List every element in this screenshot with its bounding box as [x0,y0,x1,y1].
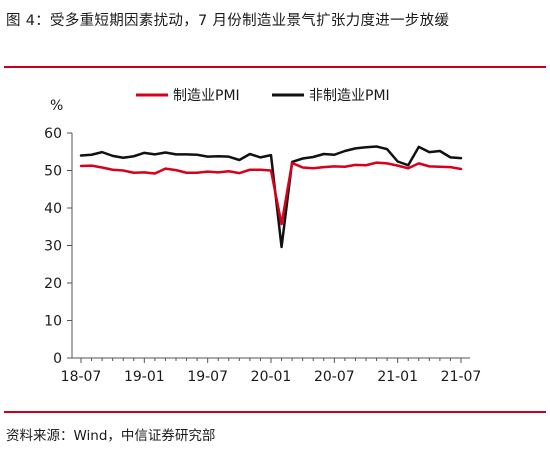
series-layer [79,145,463,249]
y-tick-label: 30 [44,239,62,255]
chart-title: 图 4：受多重短期因素扰动，7 月份制造业景气扩张力度进一步放缓 [6,13,450,29]
x-tick-label: 21-01 [377,369,418,385]
y-tick-label: 60 [44,126,62,142]
x-tick-label: 19-01 [124,369,165,385]
source-divider [4,411,546,413]
series-line-manufacturing-pmi [79,161,463,226]
x-tick-label: 18-07 [61,369,102,385]
y-tick-label: 0 [53,351,62,367]
x-tick-label: 19-07 [187,369,228,385]
y-tick-label: 40 [44,201,62,217]
title-divider [4,66,546,68]
y-axis-unit-label: % [50,98,63,114]
x-tick-label: 20-07 [314,369,355,385]
line-chart: 制造业PMI 非制造业PMI % 0 10 20 30 40 50 60 18-07 19-01… [44,88,481,385]
x-tick-label: 21-07 [441,369,482,385]
legend-label-non-manufacturing: 非制造业PMI [309,88,390,104]
source-note: 资料来源：Wind，中信证券研究部 [6,428,216,444]
series-line-non-manufacturing-pmi [79,145,463,249]
legend: 制造业PMI 非制造业PMI [136,88,390,104]
y-tick-label: 50 [44,164,62,180]
y-tick-label: 20 [44,276,62,292]
axes: 0 10 20 30 40 50 60 18-07 19-01 19-07 20-01 20-07 21… [44,126,481,385]
legend-label-manufacturing: 制造业PMI [173,88,240,104]
x-tick-label: 20-01 [251,369,292,385]
y-tick-label: 10 [44,314,62,330]
